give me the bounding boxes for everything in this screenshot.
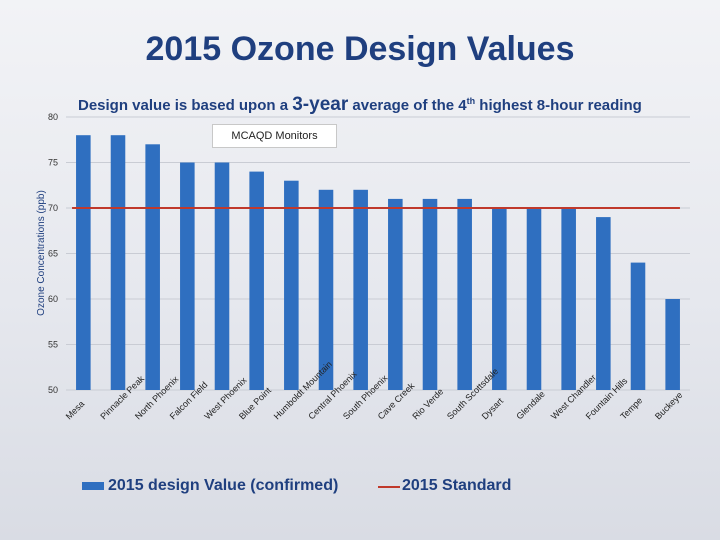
y-tick-layer: 50 55 60 65 70 75 80: [48, 112, 58, 395]
bar-0: [76, 135, 91, 390]
bar-3: [180, 162, 195, 390]
y-tick-label: 60: [48, 294, 58, 304]
bar-10: [422, 198, 438, 390]
bar-4: [214, 162, 230, 390]
bar-1: [110, 135, 126, 390]
y-tick-label: 75: [48, 158, 58, 168]
x-tick-label: Dysart: [480, 396, 506, 422]
bar-5: [249, 171, 264, 390]
slide-subtitle: Design value is based upon a 3-year aver…: [78, 94, 698, 116]
subtitle-sup: th: [466, 96, 476, 106]
bar-14: [561, 208, 576, 390]
bar-15: [596, 217, 611, 390]
legend-line-label: 2015 Standard: [402, 477, 512, 494]
bars-layer: [76, 135, 680, 390]
legend-bar-swatch: [82, 482, 104, 490]
y-axis-label: Ozone Concentrations (ppb): [36, 190, 47, 316]
legend-bar-label: 2015 design Value (confirmed): [108, 477, 339, 494]
subtitle-pre: Design value is based upon a: [78, 97, 293, 114]
subtitle-post: highest 8-hour reading: [475, 97, 642, 114]
x-tick-label: Mesa: [64, 399, 87, 422]
legend-line-swatch: [378, 486, 400, 488]
bar-7: [318, 189, 334, 390]
monitors-label-box: MCAQD Monitors: [212, 124, 337, 148]
y-tick-label: 50: [48, 385, 58, 395]
bar-9: [388, 198, 403, 390]
bar-2: [145, 144, 160, 390]
bar-12: [492, 208, 507, 390]
bar-17: [665, 299, 680, 390]
x-tick-label: Rio Verde: [410, 386, 445, 421]
y-tick-label: 70: [48, 203, 58, 213]
subtitle-big: 3-year: [292, 94, 349, 115]
x-tick-label: Buckeye: [653, 390, 684, 421]
bar-16: [630, 262, 646, 390]
y-tick-label: 65: [48, 249, 58, 259]
bar-6: [284, 180, 299, 390]
bar-8: [353, 189, 368, 390]
x-tick-label: Tempe: [618, 395, 644, 421]
y-tick-label: 80: [48, 112, 58, 122]
subtitle-mid: average of the 4: [348, 97, 467, 114]
bar-13: [526, 208, 542, 390]
x-tick-label: Glendale: [514, 389, 547, 422]
bar-11: [457, 198, 472, 390]
slide-title: 2015 Ozone Design Values: [145, 30, 575, 68]
y-tick-label: 55: [48, 340, 58, 350]
